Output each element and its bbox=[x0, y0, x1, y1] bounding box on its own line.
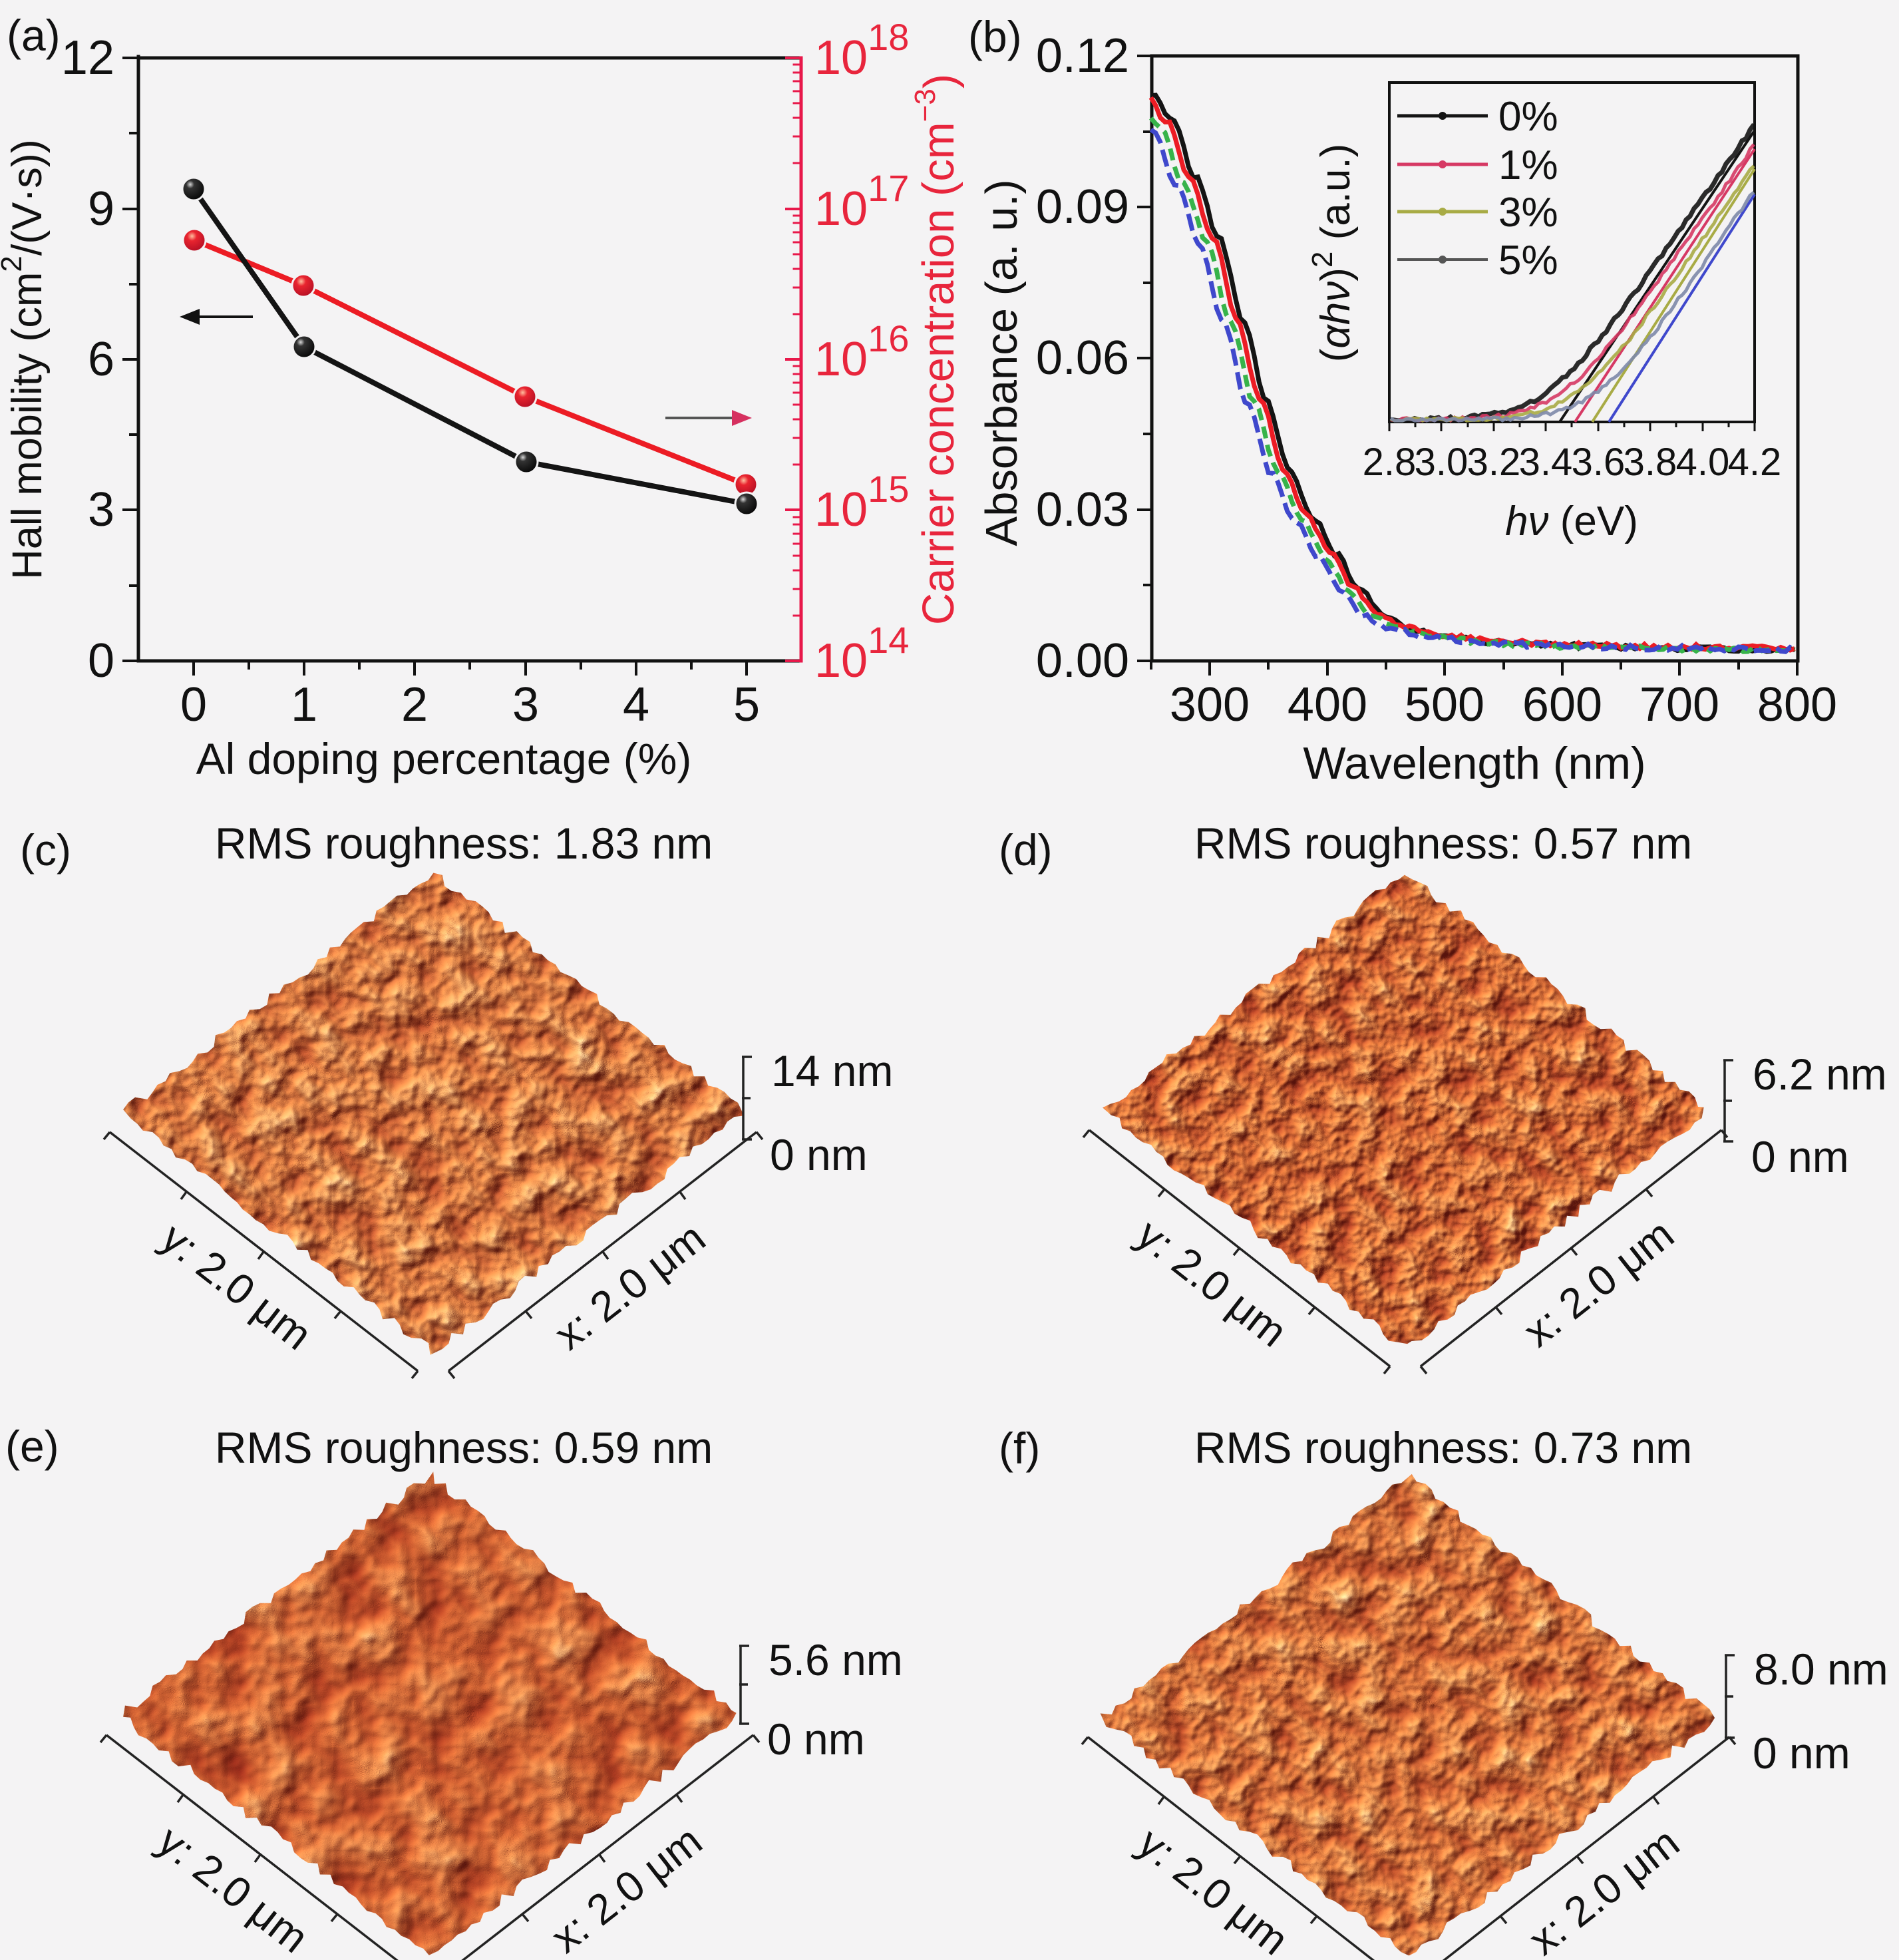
svg-text:5%: 5% bbox=[1498, 238, 1558, 284]
svg-text:0.00: 0.00 bbox=[1036, 634, 1129, 687]
svg-text:Absorbance (a. u.): Absorbance (a. u.) bbox=[977, 179, 1027, 546]
svg-text:500: 500 bbox=[1405, 678, 1484, 731]
svg-text:RMS roughness: 0.73 nm: RMS roughness: 0.73 nm bbox=[1194, 1423, 1692, 1472]
svg-text:2.8: 2.8 bbox=[1363, 441, 1417, 484]
svg-text:(e): (e) bbox=[5, 1422, 59, 1471]
svg-text:(d): (d) bbox=[999, 825, 1053, 875]
svg-text:4.0: 4.0 bbox=[1676, 441, 1730, 484]
svg-text:0: 0 bbox=[88, 634, 114, 687]
svg-text:0 nm: 0 nm bbox=[1753, 1728, 1850, 1778]
svg-text:400: 400 bbox=[1288, 678, 1367, 731]
svg-text:2: 2 bbox=[401, 678, 428, 731]
svg-text:1%: 1% bbox=[1498, 142, 1558, 188]
svg-text:0.12: 0.12 bbox=[1036, 29, 1129, 83]
svg-text:3.0: 3.0 bbox=[1415, 441, 1468, 484]
svg-text:4: 4 bbox=[623, 678, 649, 731]
svg-text:(a): (a) bbox=[7, 11, 61, 60]
svg-text:14 nm: 14 nm bbox=[771, 1046, 893, 1095]
svg-text:0 nm: 0 nm bbox=[1751, 1132, 1849, 1181]
svg-text:0%: 0% bbox=[1498, 94, 1558, 140]
svg-text:0: 0 bbox=[180, 678, 207, 731]
svg-text:RMS roughness: 0.59 nm: RMS roughness: 0.59 nm bbox=[215, 1423, 713, 1472]
svg-text:(f): (f) bbox=[999, 1424, 1040, 1473]
svg-text:1: 1 bbox=[291, 678, 317, 731]
svg-text:300: 300 bbox=[1170, 678, 1250, 731]
svg-text:0.06: 0.06 bbox=[1036, 331, 1129, 385]
svg-text:RMS roughness: 1.83 nm: RMS roughness: 1.83 nm bbox=[215, 819, 713, 868]
svg-text:(c): (c) bbox=[20, 825, 71, 875]
svg-text:(b): (b) bbox=[968, 12, 1022, 61]
svg-text:3: 3 bbox=[512, 678, 539, 731]
svg-text:Hall mobility (cm2/(V·s)): Hall mobility (cm2/(V·s)) bbox=[0, 139, 51, 579]
svg-text:3: 3 bbox=[88, 483, 114, 536]
svg-text:hν (eV): hν (eV) bbox=[1505, 498, 1638, 544]
svg-text:800: 800 bbox=[1757, 678, 1837, 731]
svg-text:3.8: 3.8 bbox=[1624, 441, 1677, 484]
svg-text:8.0 nm: 8.0 nm bbox=[1754, 1645, 1888, 1694]
svg-text:4.2: 4.2 bbox=[1728, 441, 1782, 484]
svg-text:3.4: 3.4 bbox=[1519, 441, 1573, 484]
svg-text:0 nm: 0 nm bbox=[770, 1130, 868, 1179]
svg-text:0 nm: 0 nm bbox=[767, 1714, 865, 1764]
svg-text:700: 700 bbox=[1640, 678, 1719, 731]
svg-text:0.03: 0.03 bbox=[1036, 483, 1129, 536]
svg-text:9: 9 bbox=[88, 182, 114, 236]
svg-text:Carrier concentration (cm−3): Carrier concentration (cm−3) bbox=[909, 74, 965, 625]
svg-text:600: 600 bbox=[1522, 678, 1602, 731]
svg-text:Wavelength (nm): Wavelength (nm) bbox=[1303, 738, 1645, 789]
svg-text:0.09: 0.09 bbox=[1036, 180, 1129, 234]
svg-text:5.6 nm: 5.6 nm bbox=[769, 1635, 903, 1684]
svg-text:3.2: 3.2 bbox=[1467, 441, 1521, 484]
svg-text:6: 6 bbox=[88, 333, 114, 386]
svg-text:Al doping percentage (%): Al doping percentage (%) bbox=[196, 734, 692, 783]
svg-text:6.2 nm: 6.2 nm bbox=[1753, 1050, 1887, 1099]
svg-text:5: 5 bbox=[733, 678, 760, 731]
svg-text:RMS roughness: 0.57 nm: RMS roughness: 0.57 nm bbox=[1194, 819, 1692, 868]
svg-text:3.6: 3.6 bbox=[1572, 441, 1626, 484]
svg-text:3%: 3% bbox=[1498, 190, 1558, 236]
svg-text:12: 12 bbox=[61, 31, 114, 85]
